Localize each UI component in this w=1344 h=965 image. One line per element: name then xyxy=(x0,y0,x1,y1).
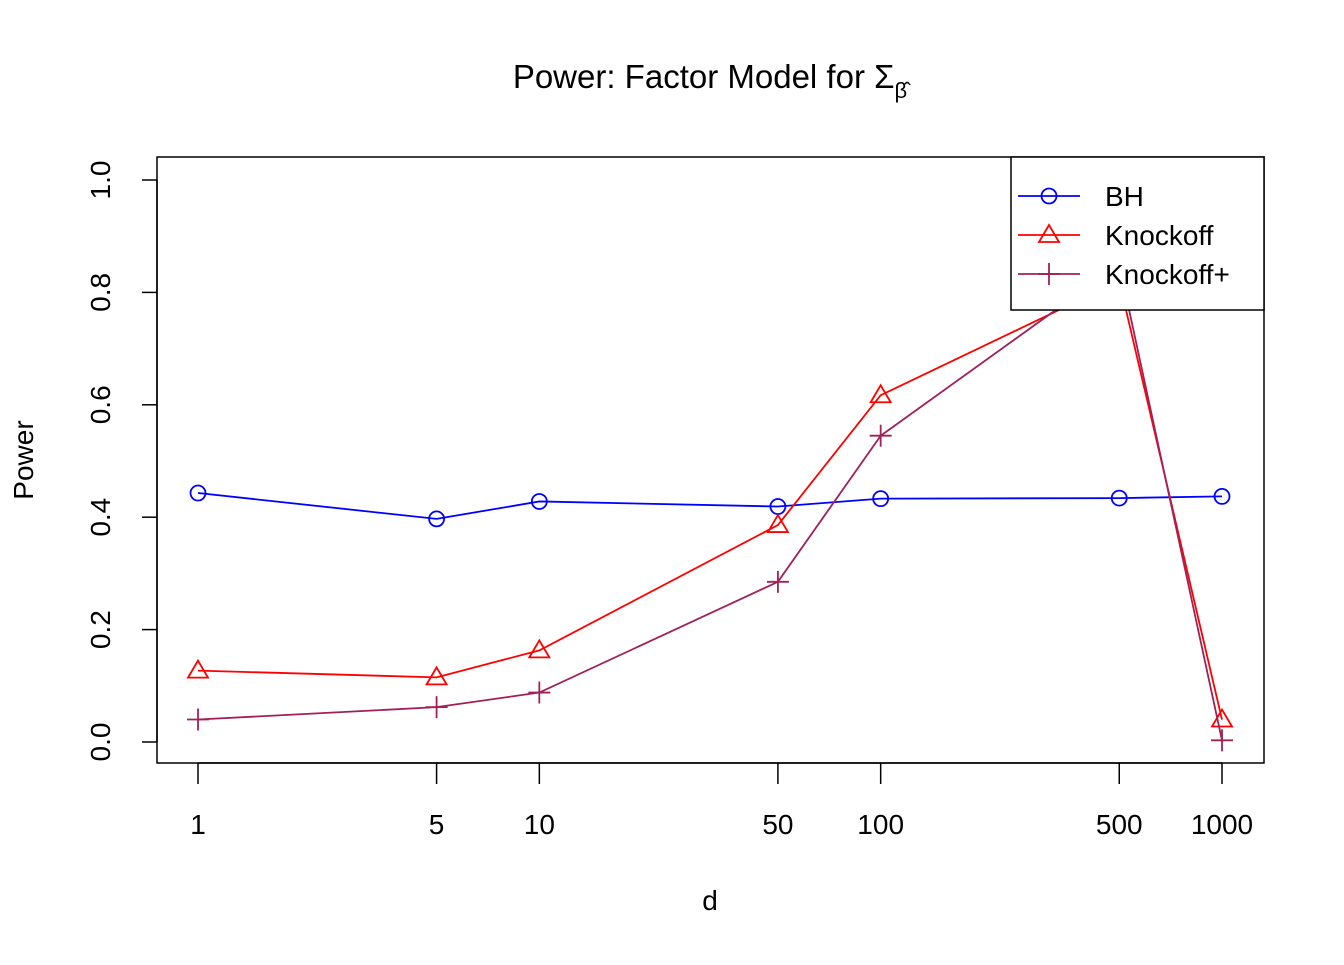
chart-title-subscript: β̂ xyxy=(895,78,912,103)
y-tick-label: 0.0 xyxy=(85,723,116,762)
data-point-bh xyxy=(530,493,548,510)
y-tick-label: 0.6 xyxy=(85,385,116,424)
data-point-bh xyxy=(1110,489,1128,507)
series-bh xyxy=(189,484,1231,528)
data-point-knockoff-plus xyxy=(869,424,892,447)
data-point-bh xyxy=(1213,488,1231,505)
data-point-knockoff-plus xyxy=(425,696,448,719)
legend-item-knockoff-plus: Knockoff+ xyxy=(1018,259,1230,290)
legend-item-knockoff: Knockoff xyxy=(1018,220,1214,251)
legend-item-bh: BH xyxy=(1018,181,1144,212)
data-point-knockoff xyxy=(425,665,449,686)
y-axis-label: Power xyxy=(8,420,39,499)
data-point-knockoff-plus xyxy=(766,570,789,593)
series-layer xyxy=(186,253,1234,752)
legend-label: Knockoff+ xyxy=(1105,259,1230,290)
x-axis: 1 5 10 50 100 500 1000 xyxy=(190,762,1253,840)
y-tick-label: 0.8 xyxy=(85,273,116,312)
data-point-knockoff xyxy=(186,658,210,679)
data-point-bh xyxy=(872,490,890,508)
x-tick-label: 100 xyxy=(857,809,904,840)
data-point-knockoff-plus xyxy=(187,708,209,731)
x-tick-label: 1 xyxy=(190,809,206,840)
legend-swatch-marker xyxy=(1040,187,1058,205)
series-knockoff-plus xyxy=(187,253,1233,752)
data-point-bh xyxy=(189,484,207,502)
x-tick-label: 10 xyxy=(524,809,555,840)
data-point-knockoff xyxy=(766,513,790,533)
data-point-knockoff-plus xyxy=(528,681,551,704)
data-point-knockoff xyxy=(869,383,893,404)
x-tick-label: 500 xyxy=(1096,809,1143,840)
chart-title: Power: Factor Model for Σβ̂ xyxy=(513,58,911,103)
series-line-bh xyxy=(197,492,1223,520)
x-tick-label: 5 xyxy=(429,809,445,840)
data-point-knockoff xyxy=(527,638,551,659)
y-tick-label: 0.2 xyxy=(85,610,116,649)
legend-swatch-marker xyxy=(1037,223,1061,243)
x-tick-label: 50 xyxy=(762,809,793,840)
series-line-knockoff-plus xyxy=(197,262,1223,741)
legend-label: Knockoff xyxy=(1105,220,1214,251)
legend-label: BH xyxy=(1105,181,1144,212)
y-tick-label: 1.0 xyxy=(85,161,116,200)
series-line-knockoff xyxy=(197,279,1223,720)
chart-title-main: Power: Factor Model for Σ xyxy=(513,58,895,95)
data-point-bh xyxy=(428,510,445,528)
x-tick-label: 1000 xyxy=(1191,809,1253,840)
x-axis-label: d xyxy=(702,885,718,916)
y-tick-label: 0.4 xyxy=(85,498,116,537)
legend: BH Knockoff Knockoff+ xyxy=(1010,156,1265,311)
legend-swatch-marker xyxy=(1038,263,1060,285)
y-axis: 0.0 0.2 0.4 0.6 0.8 1.0 xyxy=(85,161,158,762)
data-point-knockoff-plus xyxy=(1211,729,1233,752)
